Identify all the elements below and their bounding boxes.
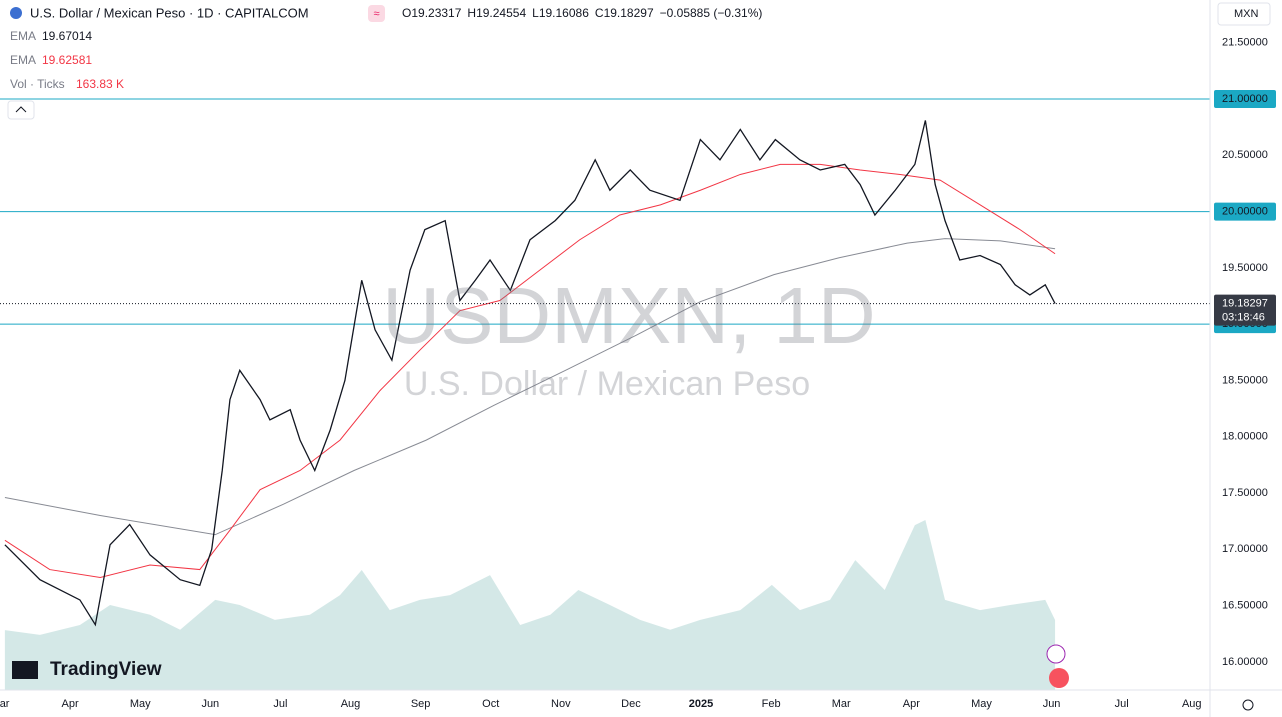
level-label-box [1214,90,1276,109]
collapse-icon [15,106,27,113]
x-tick-label: Nov [551,698,571,710]
indicator-value: 19.62581 [42,53,92,67]
price-line [4,120,1056,627]
y-tick-label: 17.00000 [1222,543,1268,555]
volume-area [4,519,1056,690]
x-tick-label: Jul [273,698,287,710]
x-tick-label: Mar [0,698,10,710]
indicator-name[interactable]: EMA [10,29,36,43]
countdown-label: 03:18:46 [1222,311,1265,323]
flag-icon [10,7,22,19]
last-price-box [1214,294,1276,326]
y-tick-label: 18.00000 [1222,431,1268,443]
collapse-button[interactable] [7,100,35,120]
y-tick-label: 18.50000 [1222,374,1268,386]
ohlc-prefix: C [595,6,604,20]
ohlc-prefix: O [402,6,411,20]
volume-value: 163.83 K [76,77,124,91]
x-tick-label: Jul [1115,698,1129,710]
x-tick-label: Mar [832,698,851,710]
compare-icon: ≈ [373,8,379,20]
indicator-value: 19.67014 [42,29,92,43]
watermark: USDMXN, 1D [382,271,875,360]
ema-line [4,238,1056,536]
x-tick-label: Dec [621,698,641,710]
ohlc-value: 19.24554 [476,6,526,20]
compare-button[interactable] [368,5,385,22]
level-label: 20.00000 [1222,206,1268,218]
currency-label: MXN [1234,8,1259,20]
brand-name[interactable]: TradingView [50,659,162,680]
y-tick-label: 19.50000 [1222,262,1268,274]
x-tick-label: Apr [62,698,79,710]
watermark-subtitle: U.S. Dollar / Mexican Peso [404,365,810,403]
y-tick-label: 16.50000 [1222,599,1268,611]
ohlc-change: −0.05885 (−0.31%) [660,6,763,20]
y-tick-label: 20.50000 [1222,149,1268,161]
y-tick-label: 21.50000 [1222,37,1268,49]
x-tick-label: May [971,698,992,710]
x-tick-label: 2025 [689,698,713,710]
x-tick-label: Apr [903,698,920,710]
currency-button[interactable] [1217,2,1271,26]
ohlc-value: 19.23317 [411,6,461,20]
settings-icon[interactable] [1242,699,1254,711]
alert-icon[interactable] [1046,644,1066,664]
y-tick-label: 16.00000 [1222,656,1268,668]
last-price-label: 19.18297 [1222,297,1268,309]
plot-area [0,98,1210,690]
ohlc-readout: O19.23317 H19.24554 L19.16086 C19.18297 −0.0… [402,6,762,20]
ohlc-text: O19.23317 H19.24554 L19.16086 C19.18297 −0.0… [402,6,762,20]
axes: 16.00000 16.50000 17.00000 17.50000 18.00000… [0,37,1276,710]
x-tick-label: Sep [411,698,431,710]
x-tick-label: Aug [1182,698,1202,710]
ohlc-value: 19.18297 [604,6,654,20]
brand-logo [12,661,38,679]
indicator-name[interactable]: EMA [10,53,36,67]
x-tick-label: Aug [341,698,361,710]
ohlc-prefix: H [467,6,476,20]
ohlc-value: 19.16086 [539,6,589,20]
volume-label[interactable]: Vol · Ticks [10,77,65,91]
x-tick-label: May [130,698,151,710]
level-label-box [1214,202,1276,221]
y-tick-label: 17.50000 [1222,487,1268,499]
x-tick-label: Oct [482,698,499,710]
x-tick-label: Jun [1043,698,1061,710]
x-tick-label: Jun [201,698,219,710]
calendar-icon[interactable] [1049,668,1069,688]
level-label: 21.00000 [1222,93,1268,105]
ohlc-prefix: L [532,6,539,20]
x-tick-label: Feb [762,698,781,710]
symbol-title[interactable]: U.S. Dollar / Mexican Peso · 1D · CAPITA… [30,5,309,20]
